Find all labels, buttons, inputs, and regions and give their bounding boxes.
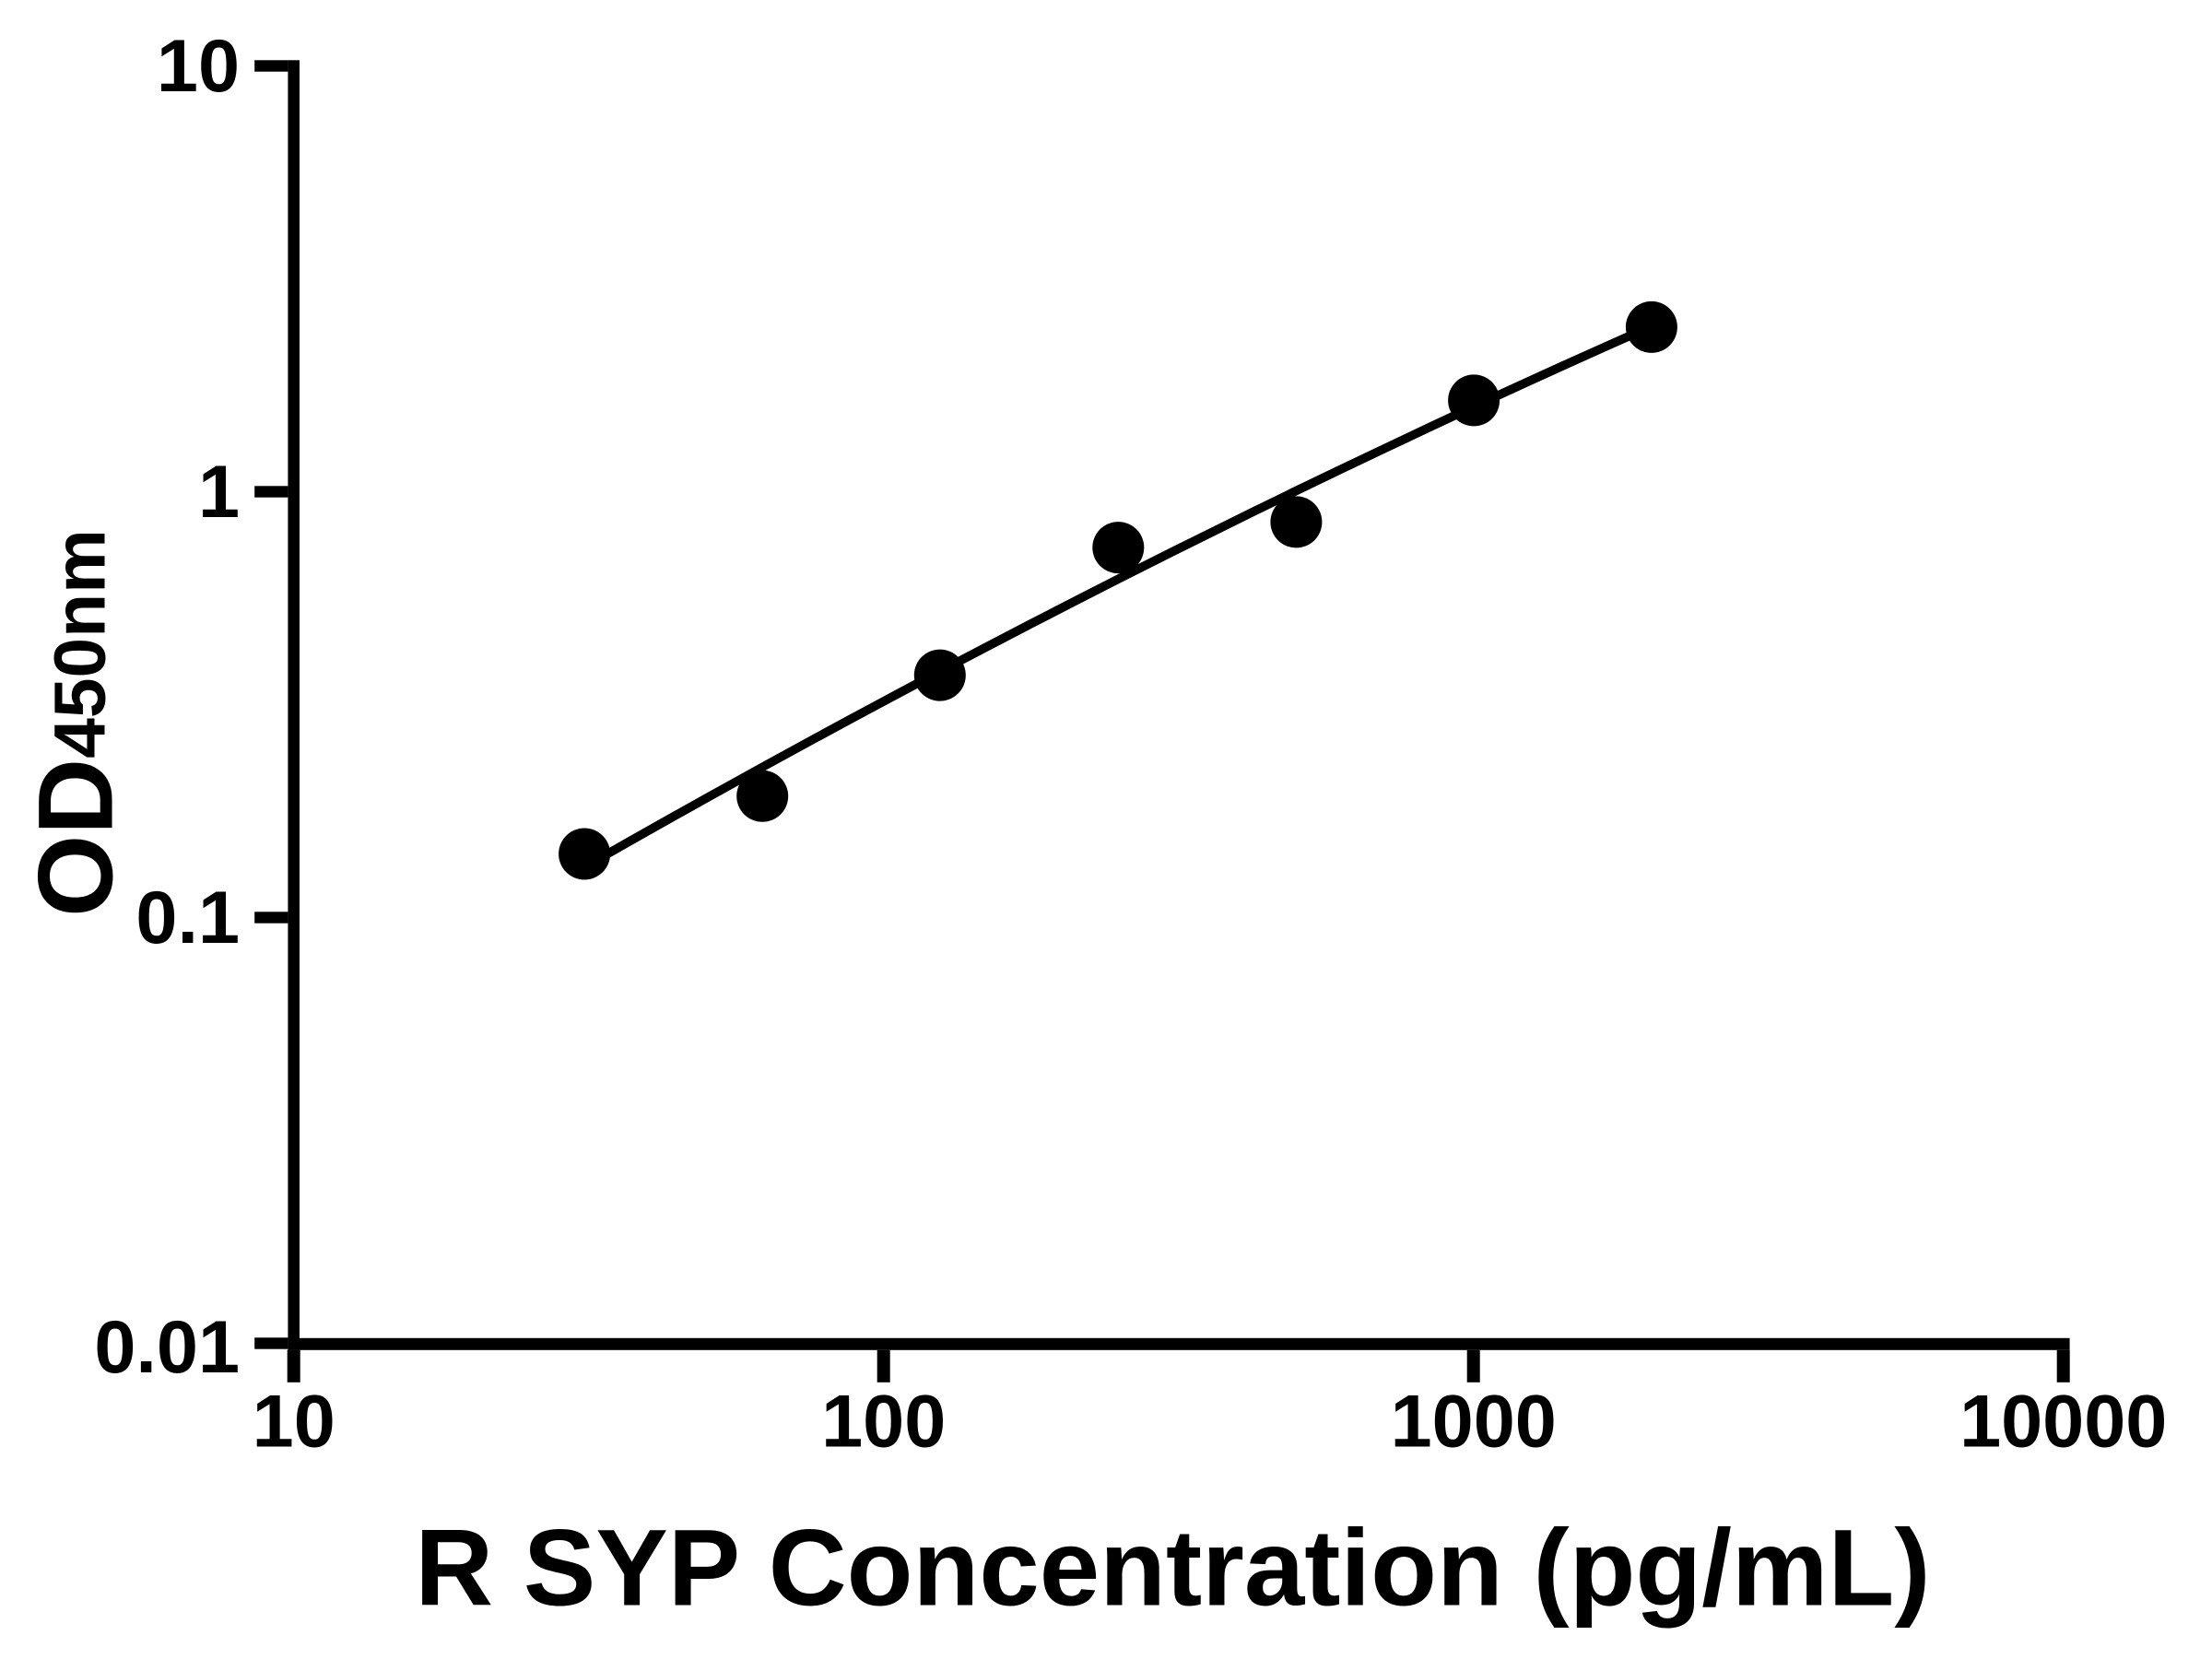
svg-text:0.01: 0.01	[94, 1306, 240, 1389]
svg-text:10000: 10000	[1959, 1381, 2167, 1464]
svg-text:10: 10	[157, 25, 240, 108]
svg-text:0.1: 0.1	[135, 877, 240, 959]
svg-text:10: 10	[253, 1381, 335, 1464]
svg-text:100: 100	[821, 1381, 946, 1464]
svg-text:1: 1	[198, 451, 240, 534]
svg-text:1000: 1000	[1391, 1381, 1557, 1464]
svg-text:R SYP Concentration (pg/mL): R SYP Concentration (pg/mL)	[415, 1508, 1930, 1629]
